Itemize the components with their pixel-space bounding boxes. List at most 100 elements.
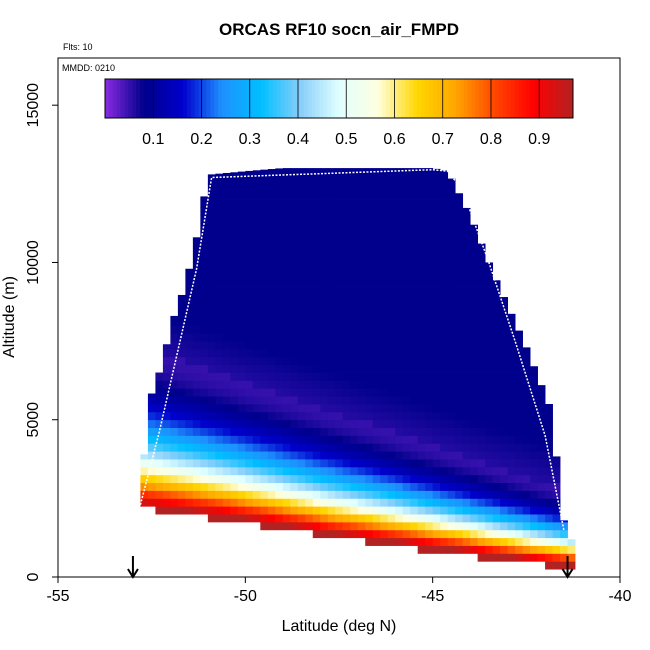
heatmap-cell (365, 411, 374, 421)
heatmap-cell (155, 396, 164, 405)
heatmap-cell (402, 317, 411, 326)
heatmap-cell (162, 411, 171, 421)
heatmap-cell (395, 529, 404, 539)
heatmap-cell (380, 451, 389, 460)
heatmap-cell (477, 419, 486, 428)
heatmap-cell (500, 435, 508, 444)
heatmap-cell (162, 427, 171, 436)
heatmap-cell (410, 191, 419, 200)
heatmap-cell (305, 341, 314, 350)
heatmap-cell (432, 317, 441, 326)
heatmap-cell (245, 254, 254, 263)
heatmap-cell (500, 356, 508, 366)
heatmap-cell (207, 215, 216, 224)
heatmap-cell (312, 521, 321, 531)
heatmap-cell (440, 364, 449, 373)
heatmap-cell (282, 168, 291, 177)
heatmap-cell (245, 317, 254, 326)
colorbar-swatch (140, 79, 145, 118)
heatmap-cell (275, 380, 284, 389)
heatmap-cell (320, 411, 329, 421)
heatmap-cell (155, 419, 164, 428)
heatmap-cell (462, 545, 471, 554)
heatmap-cell (207, 435, 216, 444)
heatmap-cell (537, 427, 546, 436)
heatmap-cell (492, 348, 501, 358)
colorbar-tick-label: 0.7 (432, 131, 454, 148)
heatmap-cell (342, 254, 351, 263)
heatmap-cell (470, 293, 479, 303)
heatmap-cell (275, 419, 284, 428)
heatmap-cell (252, 364, 261, 373)
heatmap-cell (275, 482, 284, 491)
heatmap-cell (252, 372, 261, 381)
heatmap-cell (335, 521, 344, 531)
heatmap-cell (282, 474, 291, 484)
heatmap-cell (425, 238, 434, 248)
heatmap-cell (380, 175, 389, 185)
heatmap-cell (215, 238, 224, 248)
heatmap-cell (305, 309, 314, 318)
heatmap-cell (290, 466, 299, 476)
heatmap-cell (410, 348, 419, 358)
heatmap-cell (215, 173, 224, 177)
heatmap-cell (267, 521, 276, 531)
heatmap-cell (387, 207, 396, 216)
heatmap-cell (440, 474, 449, 484)
heatmap-cell (327, 388, 336, 397)
heatmap-cell (162, 388, 171, 397)
heatmap-cell (275, 388, 284, 397)
heatmap-cell (507, 356, 516, 366)
heatmap-cell (387, 443, 396, 452)
heatmap-cell (515, 427, 523, 436)
heatmap-cell (372, 278, 381, 287)
heatmap-cell (410, 199, 419, 208)
heatmap-cell (537, 451, 546, 460)
heatmap-cell (185, 443, 194, 452)
colorbar-swatch (163, 79, 168, 118)
heatmap-cell (267, 293, 276, 303)
heatmap-cell (380, 246, 389, 255)
heatmap-cell (545, 498, 553, 507)
heatmap-cell (432, 388, 441, 397)
heatmap-cell (222, 372, 231, 381)
heatmap-cell (260, 427, 269, 436)
heatmap-cell (207, 514, 216, 523)
heatmap-cell (312, 459, 321, 468)
heatmap-cell (410, 529, 419, 539)
heatmap-cell (432, 223, 441, 232)
heatmap-cell (237, 435, 246, 444)
heatmap-cell (185, 427, 194, 436)
heatmap-cell (507, 411, 516, 421)
heatmap-cell (455, 325, 464, 334)
heatmap-cell (162, 466, 171, 476)
heatmap-cell (147, 474, 156, 484)
heatmap-cell (350, 238, 359, 248)
heatmap-cell (312, 490, 321, 499)
heatmap-cell (507, 427, 516, 436)
heatmap-cell (207, 348, 216, 358)
heatmap-cell (470, 498, 479, 507)
heatmap-cell (320, 372, 329, 381)
heatmap-cell (395, 341, 404, 350)
heatmap-cell (507, 317, 516, 326)
heatmap-cell (230, 356, 239, 366)
heatmap-cell (462, 286, 471, 295)
heatmap-cell (552, 553, 561, 562)
heatmap-cell (462, 474, 471, 484)
heatmap-cell (425, 168, 434, 177)
heatmap-cell (200, 199, 209, 208)
heatmap-cell (342, 498, 351, 507)
heatmap-cell (312, 372, 321, 381)
heatmap-cell (402, 498, 411, 507)
heatmap-cell (155, 443, 164, 452)
heatmap-cell (380, 325, 389, 334)
heatmap-cell (492, 404, 501, 413)
heatmap-cell (245, 325, 254, 334)
heatmap-cell (395, 506, 404, 515)
colorbar-swatch (471, 79, 476, 118)
heatmap-cell (335, 293, 344, 303)
heatmap-cell (185, 341, 194, 350)
heatmap-cell (275, 348, 284, 358)
heatmap-cell (155, 490, 164, 499)
